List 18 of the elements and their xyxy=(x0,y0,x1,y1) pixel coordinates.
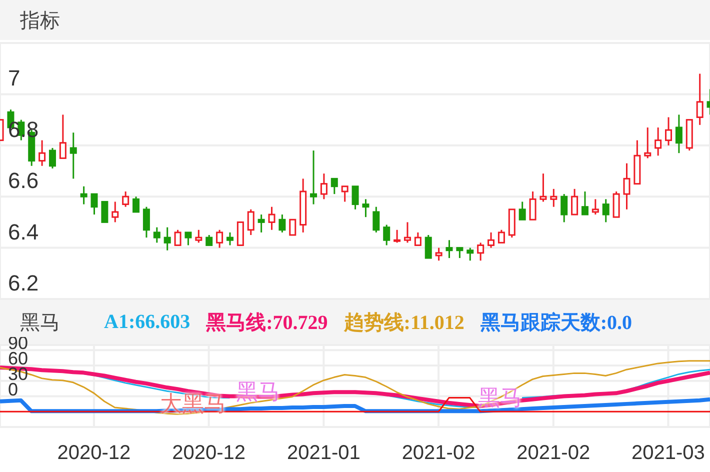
x-tick-label: 2021-02 xyxy=(402,442,476,464)
y-tick-label: 7 xyxy=(8,66,20,91)
text: 趋势线:11.012 xyxy=(344,311,464,336)
x-tick-label: 2021-03 xyxy=(632,442,705,464)
chart-title: 指标 xyxy=(20,8,60,34)
x-tick-label: 2020-12 xyxy=(172,442,246,464)
text: 黑马跟踪天数:0.0 xyxy=(480,310,632,336)
x-tick-label: 2021-02 xyxy=(516,442,590,464)
x-tick-label: 2020-12 xyxy=(57,442,131,464)
y-tick-label: 6.6 xyxy=(8,168,39,194)
y-tick-label: 6.2 xyxy=(8,270,39,296)
y-tick-label: 60 xyxy=(8,348,28,368)
y-tick-label: 0 xyxy=(8,379,18,400)
y-tick-label: 6.4 xyxy=(8,219,39,244)
chart-title: 黑马 xyxy=(20,311,60,336)
x-tick-label: 2021-01 xyxy=(286,442,360,464)
text: 黑马线:70.729 xyxy=(206,311,328,336)
text: A1:66.603 xyxy=(104,311,190,334)
